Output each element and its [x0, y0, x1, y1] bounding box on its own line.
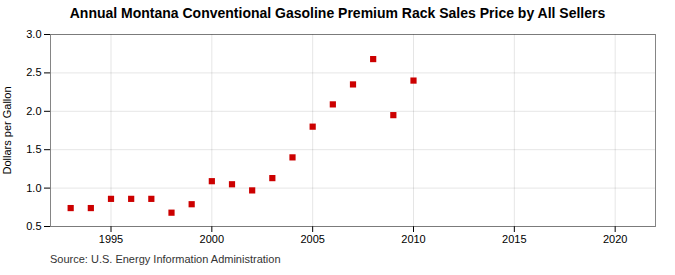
svg-text:1.0: 1.0: [26, 182, 41, 194]
svg-text:2010: 2010: [401, 233, 425, 245]
svg-text:3.0: 3.0: [26, 28, 41, 40]
svg-text:0.5: 0.5: [26, 220, 41, 232]
svg-text:1.5: 1.5: [26, 143, 41, 155]
svg-text:2000: 2000: [200, 233, 224, 245]
svg-text:2005: 2005: [300, 233, 324, 245]
svg-text:2.5: 2.5: [26, 66, 41, 78]
html-text:Annual Montana Conventional Ga: Annual Montana Conventional Gasoline Pre…: [69, 5, 606, 21]
svg-text:2.0: 2.0: [26, 105, 41, 117]
svg-text:2020: 2020: [603, 233, 627, 245]
svg-text:Dollars per Gallon: Dollars per Gallon: [1, 86, 13, 174]
svg-text:1995: 1995: [99, 233, 123, 245]
html-text:Source: U.S. Energy Informatio: Source: U.S. Energy Information Administ…: [50, 253, 281, 265]
svg-text:2015: 2015: [502, 233, 526, 245]
